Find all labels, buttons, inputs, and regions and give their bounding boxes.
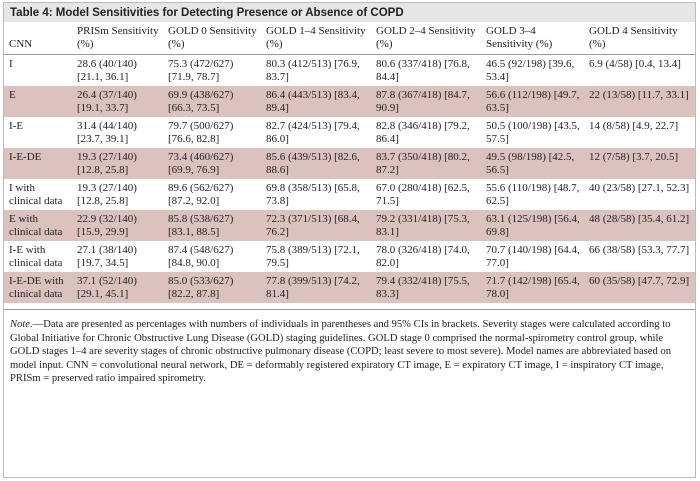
table-cell: 79.4 (332/418) [75.5, 83.3] [371,272,481,303]
table-cell: 67.0 (280/418) [62.5, 71.5] [376,182,470,207]
table-cell: 50.5 (100/198) [43.5, 57.5] [486,120,580,145]
table-cell: 75.8 (389/513) [72.1, 79.5] [266,244,360,269]
table-cell: 22.9 (32/140) [15.9, 29.9] [72,210,163,241]
table-title: Table 4: Model Sensitivities for Detecti… [4,3,695,22]
data-table: CNN PRISm Sensitivity (%) GOLD 0 Sensitivi… [4,22,695,303]
table-cell: 85.6 (439/513) [82.6, 88.6] [261,148,371,179]
table-cell: 75.3 (472/627) [71.9, 78.7] [168,58,234,83]
table-cell: 14 (8/58) [4.9, 22.7] [589,120,679,132]
table-cell: 31.4 (44/140) [23.7, 39.1] [77,120,137,145]
table-cell: 19.3 (27/140) [12.8, 25.8] [77,182,137,207]
header-cell: GOLD 1–4 Sensitivity (%) [266,25,366,50]
table-row: I-E-DE 19.3 (27/140) [12.8, 25.8] 73.4 (46… [4,148,695,179]
table-cell: 27.1 (38/140) [19.7, 34.5] [77,244,137,269]
row-label: E [4,86,72,117]
row-label: I-E [9,120,24,132]
table-cell: 12 (7/58) [3.7, 20.5] [584,148,695,179]
row-label: I with clinical data [9,182,63,207]
table-body: I 28.6 (40/140) [21.1, 36.1] 75.3 (472/627… [4,55,695,303]
table-cell: 48 (28/58) [35.4, 61.2] [584,210,695,241]
table-cell: 83.7 (350/418) [80.2, 87.2] [371,148,481,179]
row-label: I-E with clinical data [9,244,63,269]
table-cell: 77.8 (399/513) [74.2, 81.4] [261,272,371,303]
table-cell: 71.7 (142/198) [65.4, 78.0] [481,272,584,303]
table-cell: 82.7 (424/513) [79.4, 86.0] [266,120,360,145]
table-cell: 56.6 (112/198) [49.7, 63.5] [481,86,584,117]
table-cell: 72.3 (371/513) [68.4, 76.2] [261,210,371,241]
row-label: I [9,58,13,70]
header-cell: GOLD 0 Sensitivity (%) [168,25,257,50]
table-cell: 63.1 (125/198) [56.4, 69.8] [481,210,584,241]
table-row: I-E with clinical data 27.1 (38/140) [19.… [4,241,695,272]
table-cell: 66 (38/58) [53.3, 77.7] [589,244,690,256]
table-cell: 40 (23/58) [27.1, 52.3] [589,182,690,194]
table-cell: 89.6 (562/627) [87.2, 92.0] [168,182,234,207]
table-cell: 46.5 (92/198) [39.6, 53.4] [486,58,575,83]
table-cell: 86.4 (443/513) [83.4, 89.4] [261,86,371,117]
table-cell: 69.9 (438/627) [66.3, 73.5] [163,86,261,117]
table-cell: 85.0 (533/627) [82.2, 87.8] [163,272,261,303]
table-cell: 80.3 (412/513) [76.9, 83.7] [266,58,360,83]
table-row: E with clinical data 22.9 (32/140) [15.9,… [4,210,695,241]
row-label: I-E-DE [4,148,72,179]
header-row: CNN PRISm Sensitivity (%) GOLD 0 Sensitivi… [4,22,695,55]
table-cell: 79.2 (331/418) [75.3, 83.1] [371,210,481,241]
table-cell: 69.8 (358/513) [65.8, 73.8] [266,182,360,207]
table-row: E 26.4 (37/140) [19.1, 33.7] 69.9 (438/627… [4,86,695,117]
table-cell: 80.6 (337/418) [76.8, 84.4] [376,58,470,83]
header-cell: GOLD 3–4 Sensitivity (%) [486,25,553,50]
table-cell: 26.4 (37/140) [19.1, 33.7] [72,86,163,117]
table-cell: 19.3 (27/140) [12.8, 25.8] [72,148,163,179]
table-cell: 70.7 (140/198) [64.4, 77.0] [486,244,580,269]
table-cell: 87.4 (548/627) [84.8, 90.0] [168,244,234,269]
header-cell: PRISm Sensitivity (%) [77,25,159,50]
table-row: I with clinical data 19.3 (27/140) [12.8,… [4,179,695,210]
header-cell: GOLD 4 Sensitivity (%) [589,25,678,50]
table-row: I 28.6 (40/140) [21.1, 36.1] 75.3 (472/627… [4,55,695,87]
table-note: Note.—Data are presented as percentages … [4,309,695,386]
table-cell: 78.0 (326/418) [74.0, 82.0] [376,244,470,269]
table-cell: 22 (13/58) [11.7, 33.1] [584,86,695,117]
table-row: I-E 31.4 (44/140) [23.7, 39.1] 79.7 (500/6… [4,117,695,148]
note-text: —Data are presented as percentages with … [10,319,672,384]
table-cell: 85.8 (538/627) [83.1, 88.5] [163,210,261,241]
table-cell: 55.6 (110/198) [48.7, 62.5] [486,182,580,207]
table-cell: 87.8 (367/418) [84.7, 90.9] [371,86,481,117]
table-cell: 60 (35/58) [47.7, 72.9] [584,272,695,303]
table-cell: 49.5 (98/198) [42.5, 56.5] [481,148,584,179]
note-label: Note. [10,319,33,330]
table-cell: 73.4 (460/627) [69.9, 76.9] [163,148,261,179]
header-cell: GOLD 2–4 Sensitivity (%) [376,25,476,50]
header-cell: CNN [9,38,33,50]
table-row: I-E-DE with clinical data 37.1 (52/140) [… [4,272,695,303]
table-cell: 37.1 (52/140) [29.1, 45.1] [72,272,163,303]
table-cell: 82.8 (346/418) [79.2, 86.4] [376,120,470,145]
table-cell: 79.7 (500/627) [76.6, 82.8] [168,120,234,145]
table-cell: 6.9 (4/58) [0.4, 13.4] [589,58,681,70]
table-panel: Table 4: Model Sensitivities for Detecti… [3,2,696,478]
table-cell: 28.6 (40/140) [21.1, 36.1] [77,58,137,83]
row-label: E with clinical data [4,210,72,241]
row-label: I-E-DE with clinical data [4,272,72,303]
